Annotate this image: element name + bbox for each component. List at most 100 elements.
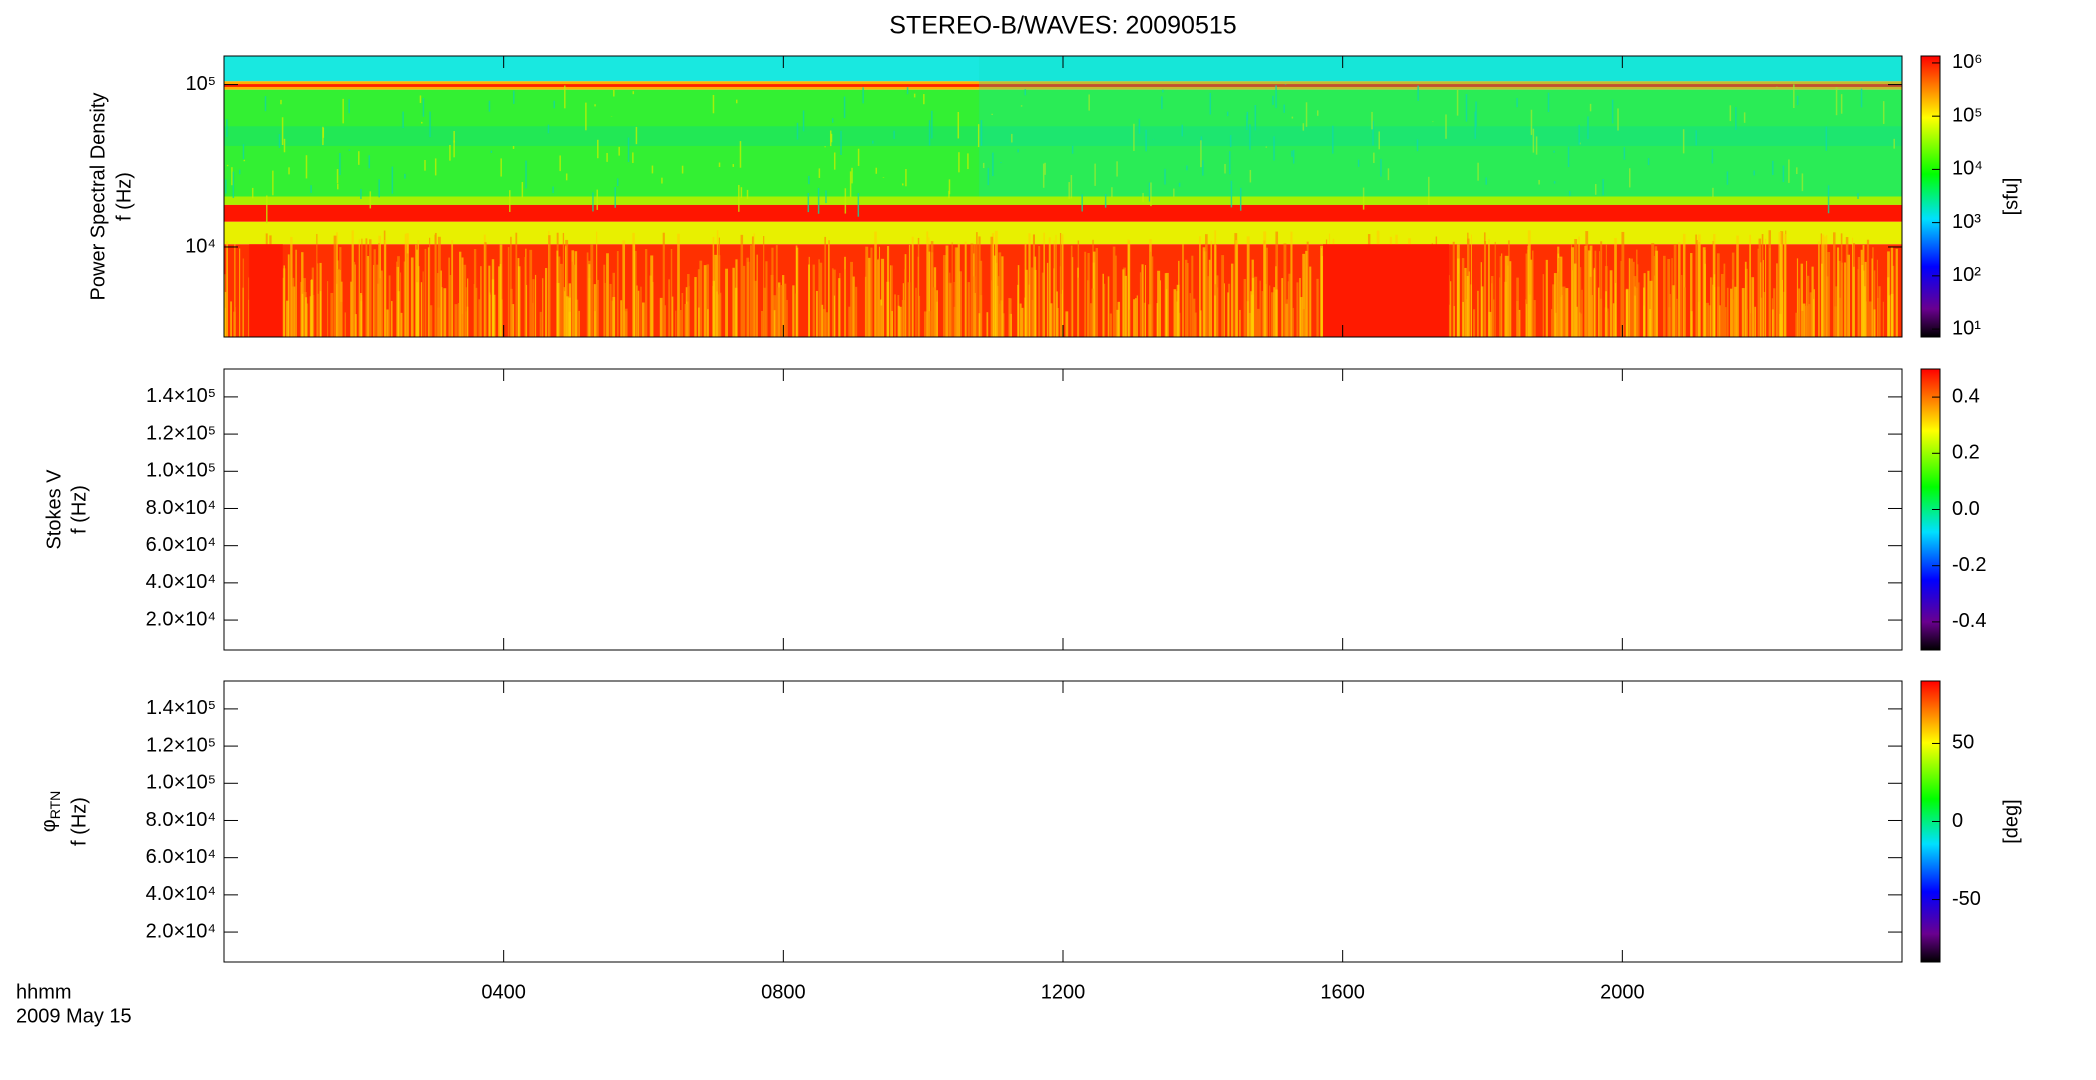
y-tick-label: 10⁴ [185,235,216,257]
spectrogram-stripe [1019,303,1022,337]
spectrogram-stripe [1445,114,1447,139]
spectrogram-stripe [1041,272,1044,337]
spectrogram-stripe [855,286,858,337]
spectrogram-stripe [1561,286,1565,337]
spectrogram-stripe [1532,128,1535,153]
spectrogram-stripe [681,293,684,337]
spectrogram-stripe [1682,129,1685,154]
spectrogram-stripe [756,254,758,337]
spectrogram-stripe [342,98,344,124]
spectrogram-stripe [697,269,700,337]
spectrogram-stripe [1239,187,1242,211]
spectrogram-stripe [1104,194,1107,208]
spectrogram-stripe [596,279,599,337]
spectrogram-stripe [687,274,690,337]
spectrogram-stripe [1491,283,1493,337]
spectrogram-stripe [1287,281,1289,337]
spectrogram-stripe [1362,187,1365,210]
spectrogram-stripe [1860,249,1863,337]
spectrogram-stripe [1107,276,1110,337]
spectrogram-stripe [424,248,427,337]
spectrogram-stripe [964,241,967,337]
spectrogram-stripe [226,164,229,167]
spectrogram-stripe [378,243,380,337]
spectrogram-stripe [1589,103,1592,112]
spectrogram-stripe [878,258,881,337]
spectrogram-stripe [360,188,362,200]
spectrogram-stripe [694,277,697,337]
x-axis-label: hhmm [16,981,72,1003]
spectrogram-stripe [366,256,370,337]
spectrogram-stripe [1628,258,1631,337]
spectrogram-stripe [1089,303,1093,337]
spectrogram-band [224,84,1902,87]
spectrogram-stripe [1551,309,1553,337]
spectrogram-stripe [507,247,510,337]
spectrogram-stripe [931,110,933,139]
spectrogram-stripe [513,90,515,104]
spectrogram-stripe [422,271,424,337]
x-tick-label: 0800 [761,981,806,1003]
spectrogram-stripe [844,188,847,214]
spectrogram-stripe [1263,231,1267,337]
spectrogram-stripe [333,235,337,337]
spectrogram-stripe [1387,168,1390,181]
spectrogram-stripe [404,233,407,337]
y-tick-label: 4.0×10⁴ [146,571,216,593]
spectrogram-stripe [1589,276,1593,337]
spectrogram-stripe [443,288,447,337]
spectrogram-stripe [718,237,720,337]
spectrogram-stripe [932,287,936,337]
spectrogram-stripe [1845,237,1849,337]
spectrogram-stripe [819,262,823,337]
spectrogram-stripe [1141,264,1144,337]
spectrogram-stripe [1223,283,1225,337]
spectrogram-stripe [851,167,853,184]
spectrogram-stripe [1149,251,1152,337]
spectrogram-stripe [248,277,250,337]
spectrogram-stripe [1844,262,1847,337]
colorbar [1921,369,1940,650]
spectrogram-stripe [1746,309,1748,337]
spectrogram-stripe [1890,293,1894,337]
spectrogram-stripe [358,151,360,165]
spectrogram-stripe [337,183,339,190]
spectrogram-stripe [850,261,853,337]
plot-frame [223,680,1903,963]
spectrogram-stripe [1202,247,1206,337]
spectrogram-stripe [396,261,398,337]
spectrogram-stripe [1633,295,1636,337]
spectrogram-stripe [336,169,339,184]
spectrogram-stripe [681,165,684,174]
spectrogram-stripe [1726,287,1729,337]
spectrogram-stripe [1712,187,1714,197]
spectrogram-stripe [948,190,950,199]
colorbar-tick-label: -0.2 [1952,554,1986,576]
y-axis-symbol: φ [38,819,60,832]
spectrogram-stripe [429,305,433,337]
spectrogram-stripe [699,260,703,337]
spectrogram-stripe [1254,276,1258,337]
spectrogram-stripe [1299,297,1303,337]
spectrogram-stripe [1772,160,1774,175]
spectrogram-stripe [1143,302,1146,337]
y-tick-label: 6.0×10⁴ [146,846,216,868]
spectrogram-stripe [484,242,487,337]
spectrogram-stripe [358,239,360,337]
spectrogram-stripe [391,166,394,194]
colorbar [1921,681,1940,962]
spectrogram-stripe [1235,240,1239,337]
spectrogram-stripe [918,295,921,337]
spectrogram-stripe [391,301,393,337]
spectrogram-stripe [461,257,464,337]
spectrogram-stripe [1461,258,1465,337]
y-tick-label: 8.0×10⁴ [146,809,216,831]
colorbar-label: [deg] [2000,799,2022,843]
spectrogram-stripe [1466,275,1469,337]
spectrogram-stripe [1272,95,1274,105]
spectrogram-stripe [1587,116,1589,140]
spectrogram-stripe [498,266,500,337]
spectrogram-stripe [1663,255,1666,337]
spectrogram-stripe [474,287,478,337]
spectrogram-stripe [1609,270,1613,337]
